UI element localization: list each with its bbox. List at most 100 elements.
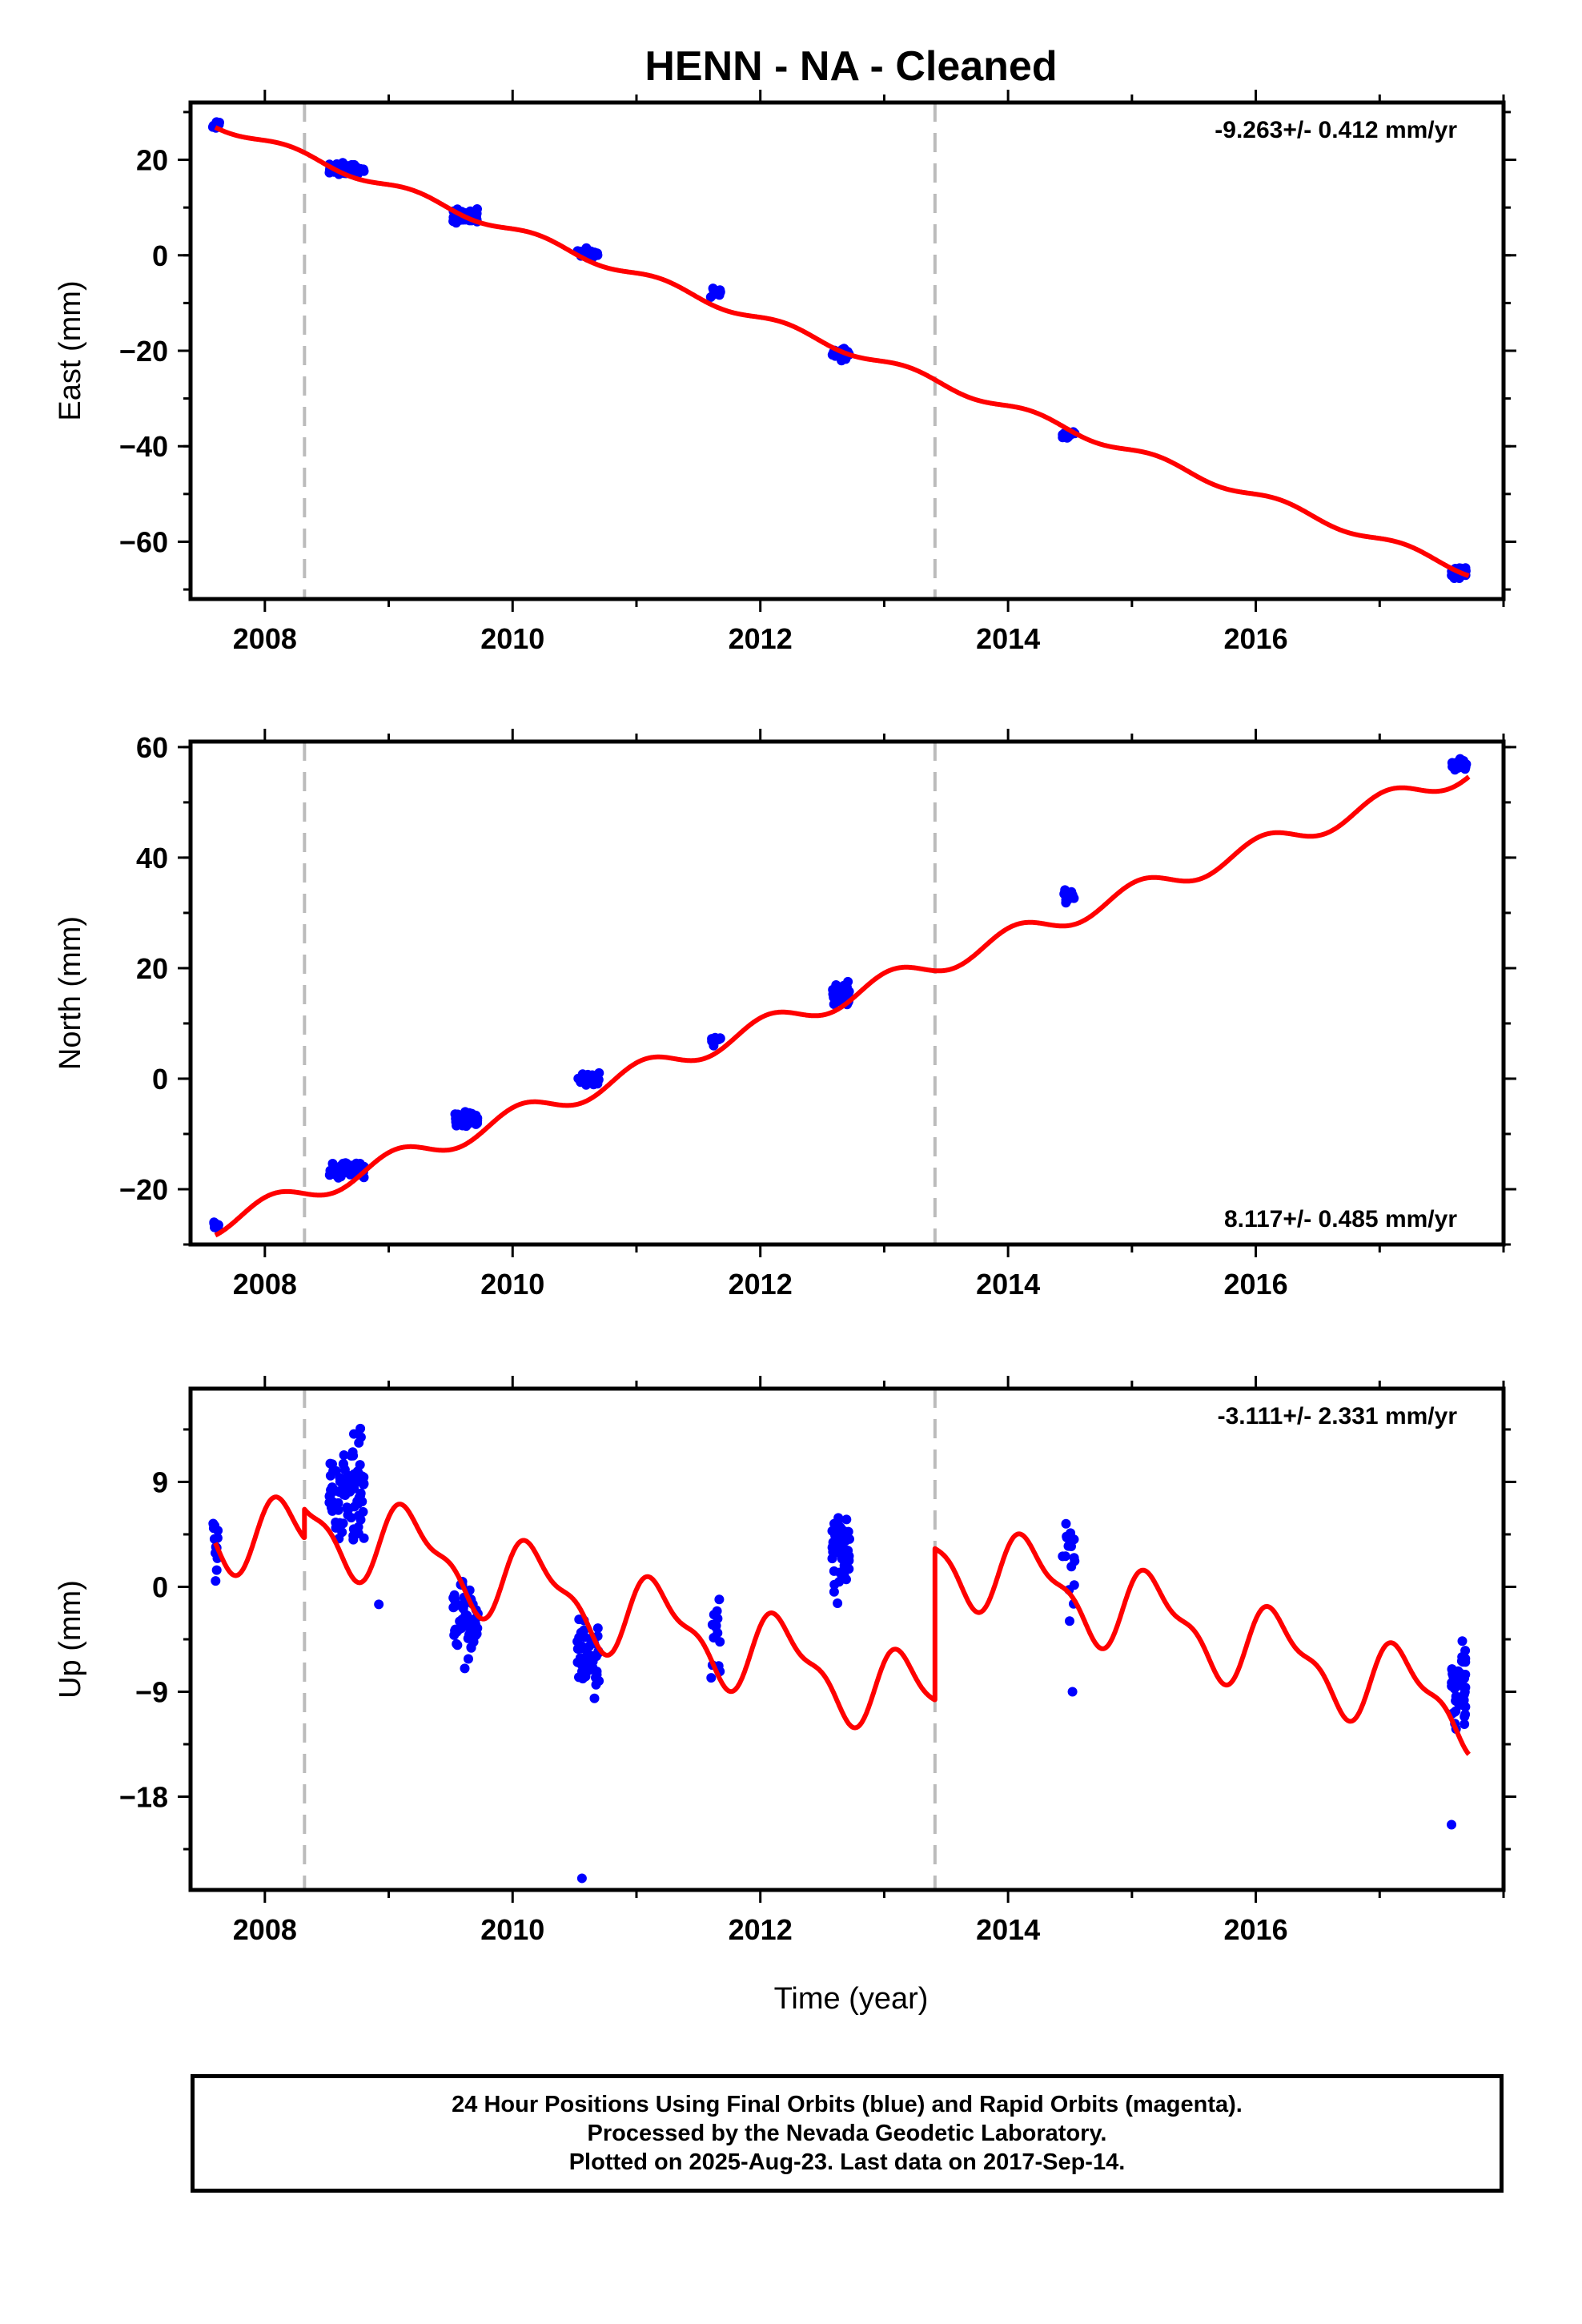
x-tick-label: 2014 [976, 1268, 1040, 1301]
data-point [210, 1521, 220, 1531]
y-tick-label: 9 [152, 1466, 168, 1498]
y-axis-label-north: North (mm) [54, 916, 87, 1070]
data-point [591, 248, 600, 259]
data-point [714, 1594, 725, 1605]
data-point [338, 1459, 348, 1470]
data-point [576, 1873, 587, 1884]
data-point [346, 1475, 356, 1486]
y-tick-label: −20 [119, 335, 168, 368]
chart-title: HENN - NA - Cleaned [644, 43, 1057, 90]
data-point [841, 1514, 852, 1525]
data-point [840, 991, 850, 1001]
data-point [709, 1610, 719, 1620]
data-point [834, 1567, 845, 1578]
data-point [1061, 1518, 1071, 1529]
data-point [349, 1502, 359, 1512]
data-point [841, 982, 852, 992]
data-point [211, 1576, 221, 1586]
x-tick-label: 2010 [480, 622, 544, 655]
data-point [327, 1497, 338, 1507]
data-point [460, 1612, 470, 1622]
y-tick-label: 20 [136, 952, 168, 985]
data-point [833, 1513, 844, 1523]
model-curve-up [213, 1494, 1471, 1756]
y-tick-label: −18 [119, 1781, 168, 1814]
data-point [585, 1651, 596, 1662]
data-point [1061, 898, 1071, 908]
data-point [467, 1108, 477, 1119]
data-point [713, 289, 724, 300]
data-point [1459, 760, 1469, 770]
data-point [348, 1524, 359, 1534]
data-point [575, 1658, 585, 1668]
data-point [1454, 1680, 1464, 1691]
data-point [1460, 1711, 1470, 1722]
caption-line-2: Processed by the Nevada Geodetic Laborat… [587, 2121, 1107, 2146]
data-point [348, 1450, 359, 1461]
data-point [1450, 765, 1460, 775]
x-tick-label: 2016 [1224, 1913, 1288, 1946]
data-point [449, 1590, 460, 1600]
data-point [374, 1599, 384, 1610]
data-point [327, 1506, 338, 1516]
data-point [1450, 1707, 1460, 1717]
data-point [843, 1526, 853, 1537]
data-point [1457, 1636, 1468, 1647]
y-tick-label: −40 [119, 430, 168, 463]
data-point [837, 1554, 847, 1564]
y-tick-label: 20 [136, 144, 168, 177]
data-point [347, 163, 358, 173]
data-point [335, 1518, 345, 1528]
data-point [354, 1437, 364, 1448]
y-tick-label: 0 [152, 1570, 168, 1603]
x-axis-label: Time (year) [774, 1982, 929, 2016]
y-axis-label-up: Up (mm) [54, 1580, 87, 1699]
plot-area-up [208, 1389, 1471, 1890]
data-point [1070, 1556, 1080, 1566]
data-point [1065, 1616, 1074, 1626]
caption-box: 24 Hour Positions Using Final Orbits (bl… [191, 2074, 1504, 2193]
x-tick-label: 2008 [233, 622, 297, 655]
y-tick-label: 0 [152, 1063, 168, 1096]
data-point [342, 1502, 352, 1513]
data-point [1447, 1819, 1457, 1830]
x-tick-label: 2010 [480, 1913, 544, 1946]
data-point [1460, 1654, 1471, 1664]
plot-area-north [209, 742, 1472, 1244]
data-point [353, 1510, 363, 1521]
data-point [592, 1623, 603, 1634]
data-point [349, 1429, 359, 1439]
data-point [461, 1121, 472, 1132]
data-point [338, 1485, 348, 1495]
data-point [348, 1534, 359, 1545]
data-point [709, 1633, 719, 1642]
data-point [359, 1533, 369, 1543]
plot-frame [188, 1386, 1506, 1892]
panel-north: 2008 2010 2012 2014 2016 60 40 20 0 −20 North (mm)… [54, 729, 1516, 1301]
panel-up: 2008 2010 2012 2014 2016 9 0 −9 −18 Up (mm) -3.111… [54, 1376, 1516, 1946]
data-point [1453, 1666, 1464, 1676]
data-point [1069, 1580, 1079, 1590]
data-point [472, 1623, 483, 1634]
data-point [339, 1450, 349, 1460]
model-curve-east [213, 125, 1471, 578]
data-point [452, 1638, 462, 1649]
data-point [325, 1470, 335, 1481]
data-point [451, 1627, 461, 1638]
plot-area-east [207, 103, 1471, 599]
data-point [460, 1663, 470, 1674]
y-tick-label: −60 [119, 525, 168, 558]
data-point [209, 1534, 219, 1544]
x-tick-label: 2016 [1224, 1268, 1288, 1301]
data-point [592, 1670, 602, 1680]
plot-frame [188, 739, 1506, 1247]
rate-label-east: -9.263+/- 0.412 mm/yr [1215, 117, 1457, 143]
data-point [1063, 1541, 1074, 1551]
y-tick-label: 40 [136, 842, 168, 875]
data-point [593, 1075, 604, 1085]
y-tick-label: −20 [119, 1173, 168, 1206]
data-point [1460, 1719, 1470, 1729]
data-point [1060, 1551, 1070, 1562]
data-point [576, 1627, 586, 1638]
